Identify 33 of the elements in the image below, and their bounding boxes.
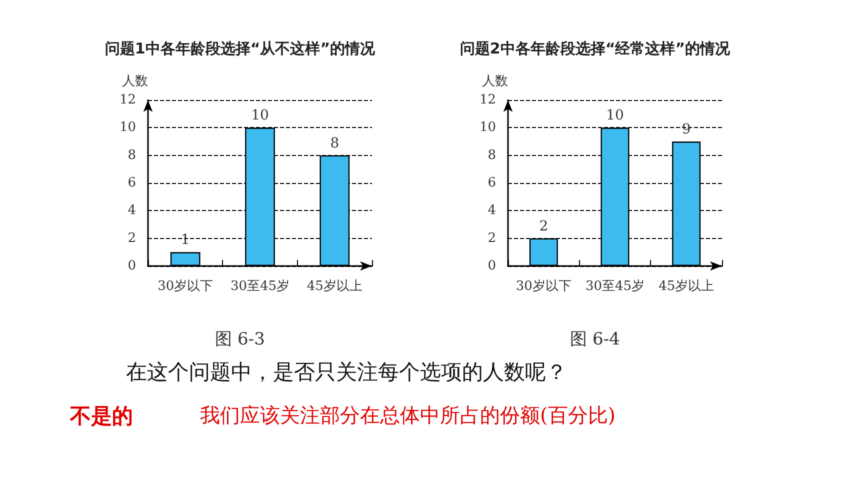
x-tick-label: 30至45岁: [585, 279, 645, 294]
data-label: 10: [251, 108, 269, 124]
y-tick-label: 6: [488, 176, 496, 190]
y-tick-label: 12: [119, 92, 136, 108]
x-tick-label: 30岁以下: [158, 279, 214, 294]
caption: 图 6-4: [570, 330, 620, 350]
y-tick-label: 0: [128, 258, 136, 274]
text: 在这个问题中，是否只关注每个选项的人数呢？: [126, 359, 567, 386]
data-label: 8: [330, 135, 340, 152]
x-tick-label: 30岁以下: [516, 279, 572, 294]
y-tick-label: 10: [119, 120, 136, 136]
y-axis-title: 人数: [122, 74, 148, 89]
x-tick-label: 45岁以上: [658, 279, 714, 294]
y-tick-label: 2: [488, 230, 496, 246]
chart-title: 问题2中各年龄段选择“经常这样”的情况: [460, 40, 732, 58]
x-tick-label: 30至45岁: [230, 279, 290, 294]
caption: 图 6-3: [215, 330, 265, 350]
y-tick-label: 10: [479, 120, 496, 136]
y-tick-label: 12: [479, 92, 496, 108]
chart-title: 问题1中各年龄段选择“从不这样”的情况: [104, 40, 376, 58]
data-label: 10: [606, 108, 624, 124]
x-tick-label: 45岁以上: [306, 279, 362, 294]
y-tick-label: 4: [488, 203, 496, 218]
y-tick-label: 4: [128, 203, 136, 218]
y-tick-label: 8: [488, 148, 496, 163]
y-axis-title: 人数: [482, 74, 508, 89]
y-tick-label: 8: [128, 148, 136, 163]
text: 我们应该关注部分在总体中所占的份额(百分比): [200, 402, 616, 429]
y-tick-label: 2: [128, 230, 136, 246]
y-tick-label: 0: [488, 258, 496, 274]
y-tick-label: 6: [128, 176, 136, 190]
text: 不是的: [70, 403, 133, 430]
data-label: 2: [539, 218, 548, 234]
